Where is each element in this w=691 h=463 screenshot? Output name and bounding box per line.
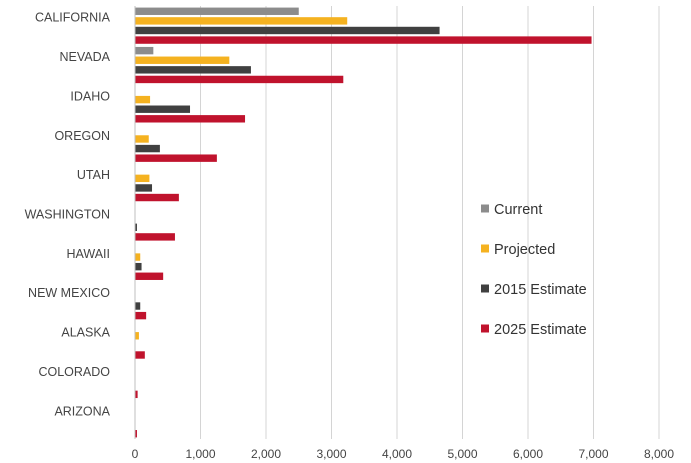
bar-oregon-projected xyxy=(135,135,149,143)
category-label-colorado: COLORADO xyxy=(38,365,110,379)
bar-alaska-projected xyxy=(135,332,139,340)
legend-swatch-2015-estimate xyxy=(481,284,489,293)
category-label-oregon: OREGON xyxy=(54,129,110,143)
bar-arizona-2025-estimate xyxy=(135,430,137,438)
x-tick-label: 4,000 xyxy=(382,447,412,461)
bar-alaska-2025-estimate xyxy=(135,351,145,359)
bar-idaho-2015-estimate xyxy=(135,105,191,113)
category-label-washington: WASHINGTON xyxy=(25,208,110,222)
legend-label-2015-estimate: 2015 Estimate xyxy=(494,282,587,298)
category-label-idaho: IDAHO xyxy=(70,89,110,103)
x-tick-label: 6,000 xyxy=(513,447,543,461)
bar-hawaii-projected xyxy=(135,253,141,261)
x-tick-label: 5,000 xyxy=(447,447,477,461)
legend-label-2025-estimate: 2025 Estimate xyxy=(494,322,587,338)
category-labels: CALIFORNIA NEVADA IDAHO OREGON UTAH WASHINGTO… xyxy=(25,11,111,419)
bar-california-current xyxy=(135,7,299,15)
bar-utah-2025-estimate xyxy=(135,193,179,202)
legend-label-projected: Projected xyxy=(494,242,555,258)
category-label-hawaii: HAWAII xyxy=(66,247,110,261)
bar-oregon-2015-estimate xyxy=(135,144,160,153)
x-tick-label: 8,000 xyxy=(644,447,674,461)
bar-california-projected xyxy=(135,17,348,25)
gridlines xyxy=(200,6,660,439)
category-label-arizona: ARIZONA xyxy=(54,404,110,418)
bars xyxy=(135,7,592,438)
category-label-utah: UTAH xyxy=(77,168,110,182)
bar-utah-2015-estimate xyxy=(135,184,153,192)
bar-california-2015-estimate xyxy=(135,26,440,35)
legend-swatch-2025-estimate xyxy=(481,324,489,333)
tick-labels: 0 1,000 2,000 3,000 4,000 5,000 6,000 7,000 8,00… xyxy=(132,447,675,461)
bar-california-2025-estimate xyxy=(135,36,592,44)
bar-nevada-current xyxy=(135,46,154,55)
legend: Current Projected 2015 Estimate 2025 Estima… xyxy=(481,202,587,338)
legend-swatch-projected xyxy=(481,244,489,253)
category-label-nevada: NEVADA xyxy=(60,50,111,64)
legend-label-current: Current xyxy=(494,202,542,218)
bar-idaho-2025-estimate xyxy=(135,115,246,123)
bar-washington-2015-estimate xyxy=(135,223,137,231)
category-label-new-mexico: NEW MEXICO xyxy=(28,286,110,300)
x-tick-label: 0 xyxy=(132,447,139,461)
bar-hawaii-2015-estimate xyxy=(135,262,142,271)
bar-utah-projected xyxy=(135,174,150,183)
x-tick-label: 1,000 xyxy=(185,447,215,461)
legend-swatch-current xyxy=(481,204,489,213)
bar-nevada-projected xyxy=(135,56,230,64)
bar-hawaii-2025-estimate xyxy=(135,272,164,280)
bar-nevada-2015-estimate xyxy=(135,66,251,74)
bar-washington-2025-estimate xyxy=(135,233,175,241)
x-tick-label: 3,000 xyxy=(316,447,346,461)
x-tick-label: 2,000 xyxy=(251,447,281,461)
bar-colorado-2025-estimate xyxy=(135,390,138,399)
category-label-california: CALIFORNIA xyxy=(35,11,111,25)
bar-new-mexico-2025-estimate xyxy=(135,311,147,320)
bar-nevada-2025-estimate xyxy=(135,75,344,84)
x-tick-label: 7,000 xyxy=(578,447,608,461)
bar-oregon-2025-estimate xyxy=(135,154,217,162)
bar-new-mexico-2015-estimate xyxy=(135,302,141,310)
bar-idaho-projected xyxy=(135,95,151,104)
category-label-alaska: ALASKA xyxy=(61,326,110,340)
